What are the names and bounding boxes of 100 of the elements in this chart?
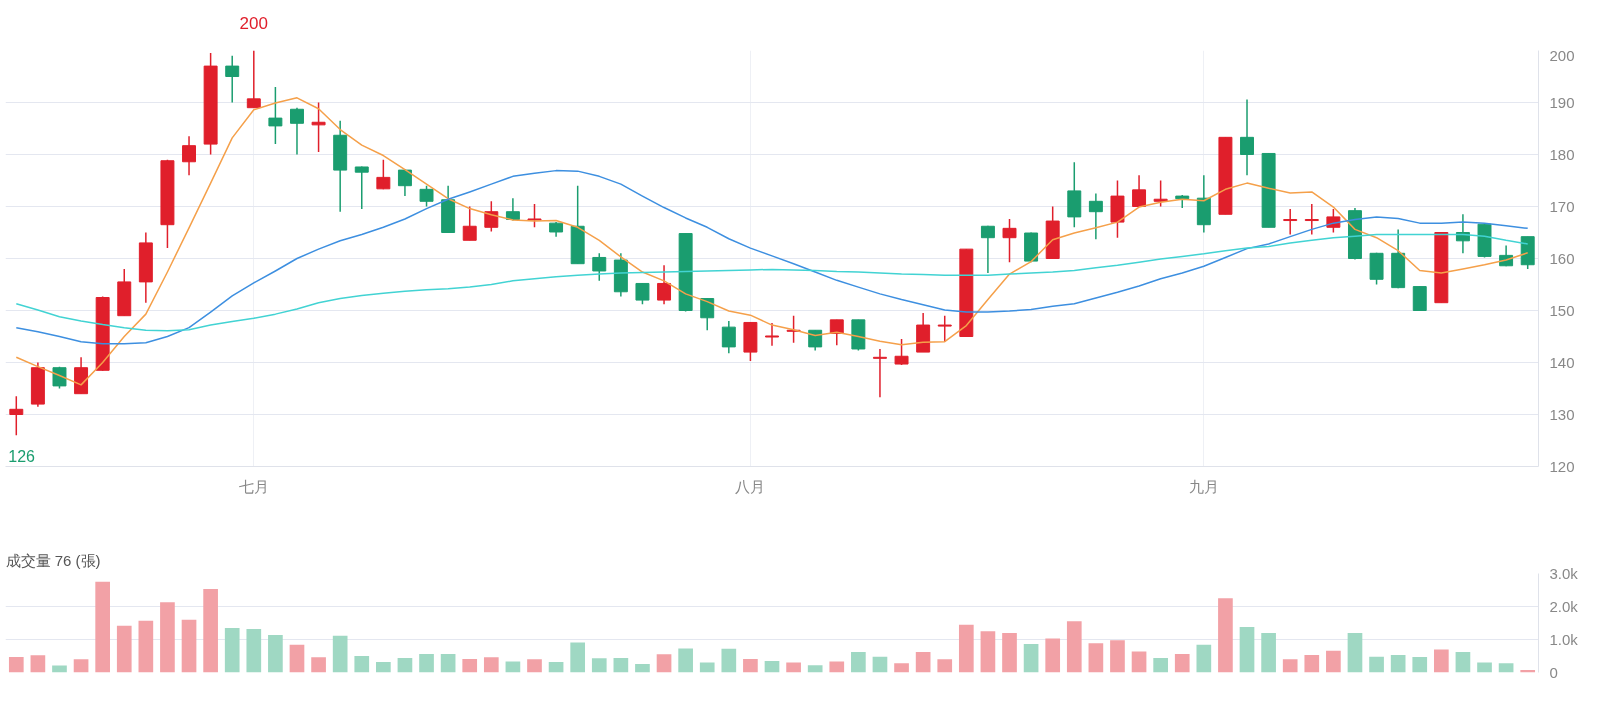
bar [872, 656, 888, 673]
candlestick [225, 54, 240, 104]
bar [246, 628, 262, 673]
y-tick-label: 190 [1549, 93, 1575, 111]
bar [1002, 632, 1017, 673]
bar [743, 658, 758, 673]
bar [527, 659, 542, 673]
bar [268, 634, 283, 673]
candlestick [182, 135, 197, 177]
y-tick-label: 3.0k [1549, 565, 1579, 582]
candlestick [9, 395, 24, 437]
bar [894, 663, 909, 673]
y-tick-label: 170 [1549, 197, 1575, 215]
candlestick [462, 205, 477, 242]
bar [224, 627, 240, 673]
bar [419, 654, 434, 673]
bar [764, 660, 780, 673]
bar [958, 624, 974, 673]
candlestick [1412, 286, 1427, 311]
bar [591, 658, 607, 673]
bar [656, 654, 672, 673]
bar [635, 663, 650, 673]
bar [786, 662, 801, 673]
y-tick-label: 0 [1549, 664, 1558, 681]
annotation: 126 [8, 448, 36, 466]
bar [570, 642, 586, 673]
bar [440, 654, 456, 673]
candlestick [700, 297, 715, 332]
bar [851, 652, 866, 673]
bar [699, 662, 715, 673]
bar [980, 631, 996, 673]
candlestick [937, 314, 952, 343]
bar [376, 661, 391, 673]
candlestick [419, 184, 434, 208]
candlestick [808, 329, 823, 352]
bar [354, 656, 370, 673]
bar [181, 619, 197, 673]
bar [1110, 640, 1125, 673]
candlestick [592, 252, 607, 282]
x-tick-label: 七月 [238, 477, 269, 495]
bar [613, 657, 629, 673]
bar [1498, 663, 1514, 673]
x-tick-label: 九月 [1188, 477, 1219, 495]
line-series [15, 169, 1529, 345]
bar [721, 648, 737, 673]
bar [8, 656, 24, 673]
bar [73, 659, 89, 673]
bar [289, 644, 305, 673]
y-tick-label: 120 [1549, 457, 1575, 475]
y-tick-label: 180 [1549, 145, 1575, 163]
bar [829, 661, 845, 673]
y-tick-label: 160 [1549, 249, 1575, 267]
candlestick [829, 319, 844, 347]
candlestick [290, 106, 304, 156]
bar [116, 625, 132, 673]
candlestick [527, 203, 542, 229]
candlestick [268, 86, 283, 145]
bar [1088, 643, 1104, 673]
bar [483, 657, 499, 673]
bar [1196, 644, 1212, 673]
bar [1412, 656, 1428, 673]
candlestick [376, 158, 391, 191]
bar [1434, 649, 1449, 673]
y-tick-label: 150 [1549, 301, 1575, 319]
bar [95, 581, 110, 673]
bar [1153, 657, 1168, 673]
bar [807, 665, 823, 673]
candlestick [1132, 174, 1147, 208]
bar [678, 648, 693, 673]
bar [1045, 638, 1061, 673]
candlestick [765, 322, 779, 347]
candlestick [246, 50, 261, 109]
y-tick-label: 2.0k [1549, 598, 1579, 615]
bar [1066, 621, 1082, 673]
candlestick [894, 338, 909, 366]
bar [1477, 662, 1492, 673]
bar [462, 658, 478, 673]
bar [311, 657, 326, 673]
bar [1304, 655, 1320, 673]
bar [1282, 659, 1298, 673]
bar [1239, 626, 1255, 673]
candlestick [1304, 203, 1319, 236]
y-tick-label: 130 [1549, 405, 1575, 423]
bar [1131, 651, 1147, 673]
bar [915, 652, 931, 673]
candlestick [311, 101, 326, 153]
bar [160, 602, 175, 673]
candlestick [980, 224, 995, 274]
bar [1369, 656, 1384, 673]
bar [138, 620, 154, 673]
candlestick [872, 348, 887, 399]
candlestick [721, 320, 736, 354]
bar [397, 657, 413, 673]
candlestick [1240, 98, 1254, 177]
annotation: 200 [239, 13, 268, 33]
candlestick [397, 168, 412, 197]
bar [332, 635, 348, 673]
y-tick-label: 200 [1549, 46, 1575, 64]
bar [548, 661, 564, 673]
bar [1347, 632, 1363, 673]
